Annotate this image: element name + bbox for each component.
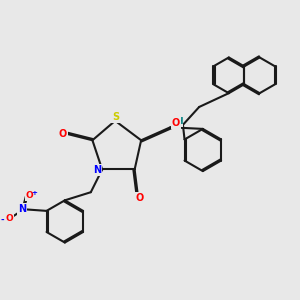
Text: S: S: [112, 112, 119, 122]
Text: O: O: [172, 118, 180, 128]
Text: O: O: [135, 193, 144, 203]
Text: H: H: [175, 117, 182, 126]
Text: O: O: [58, 129, 67, 139]
Text: N: N: [18, 204, 26, 214]
Text: -: -: [1, 215, 4, 224]
Text: O: O: [26, 191, 34, 200]
Text: +: +: [31, 190, 37, 196]
Text: O: O: [5, 214, 13, 224]
Text: N: N: [93, 165, 101, 175]
